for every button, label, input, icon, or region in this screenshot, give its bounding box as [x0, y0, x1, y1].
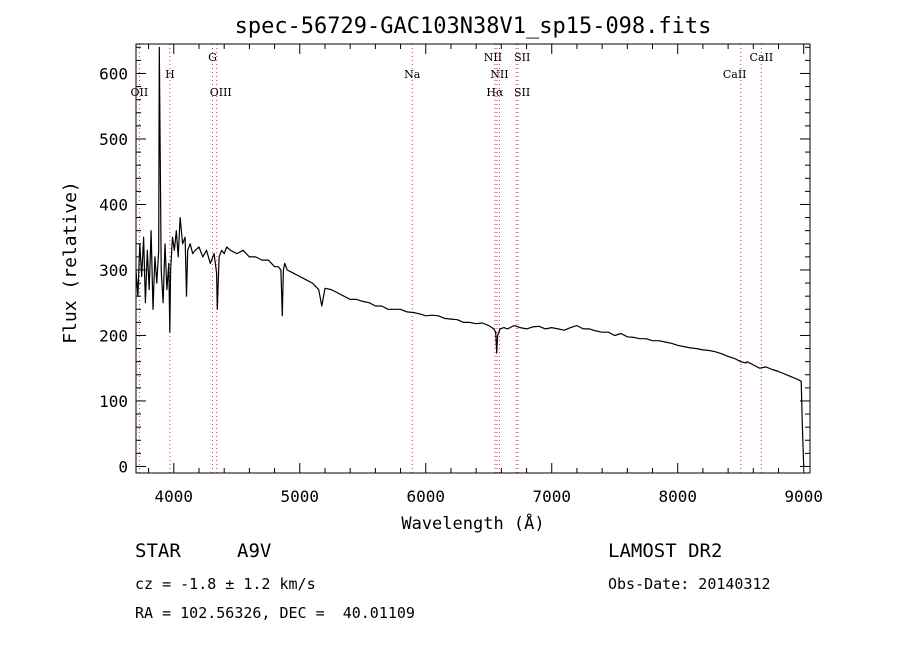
- x-tick-label-5: 9000: [784, 487, 823, 506]
- y-tick-label-0: 0: [118, 457, 128, 476]
- y-tick-label-6: 600: [99, 64, 128, 83]
- line-label-8: SII: [514, 51, 530, 64]
- y-tick-label-1: 100: [99, 392, 128, 411]
- line-label-9: SII: [514, 86, 530, 99]
- line-label-4: Na: [404, 68, 421, 81]
- y-axis-label: Flux (relative): [60, 181, 81, 344]
- line-label-10: CaII: [723, 68, 747, 81]
- line-label-5: NII: [484, 51, 502, 64]
- line-label-0: OII: [131, 86, 149, 99]
- object-type: STAR: [135, 540, 181, 562]
- x-tick-label-0: 4000: [155, 487, 194, 506]
- plot-frame: [135, 43, 811, 474]
- line-label-2: G: [208, 51, 217, 64]
- line-label-7: NII: [490, 68, 508, 81]
- observation-date: Obs-Date: 20140312: [608, 575, 771, 593]
- spectral-subclass: A9V: [237, 540, 272, 562]
- spectrum-plot: spec-56729-GAC103N38V1_sp15-098.fits OII H…: [60, 14, 823, 534]
- spectrum-line: [135, 46, 805, 467]
- survey-name: LAMOST DR2: [608, 540, 723, 562]
- line-label-3: OIII: [210, 86, 232, 99]
- y-tick-label-5: 500: [99, 130, 128, 149]
- x-tick-label-2: 6000: [406, 487, 445, 506]
- chart-title: spec-56729-GAC103N38V1_sp15-098.fits: [235, 14, 712, 39]
- y-tick-label-2: 200: [99, 326, 128, 345]
- y-tick-label-4: 400: [99, 195, 128, 214]
- redshift-velocity: cz = -1.8 ± 1.2 km/s: [135, 575, 316, 593]
- x-tick-label-1: 5000: [281, 487, 320, 506]
- x-axis-label: Wavelength (Å): [401, 512, 544, 534]
- sky-coordinates: RA = 102.56326, DEC = 40.01109: [135, 604, 415, 622]
- line-label-6: Hα: [486, 86, 504, 99]
- line-label-1: H: [165, 68, 175, 81]
- x-tick-label-4: 8000: [658, 487, 697, 506]
- line-label-11: CaII: [750, 51, 774, 64]
- y-tick-label-3: 300: [99, 261, 128, 280]
- x-tick-label-3: 7000: [532, 487, 571, 506]
